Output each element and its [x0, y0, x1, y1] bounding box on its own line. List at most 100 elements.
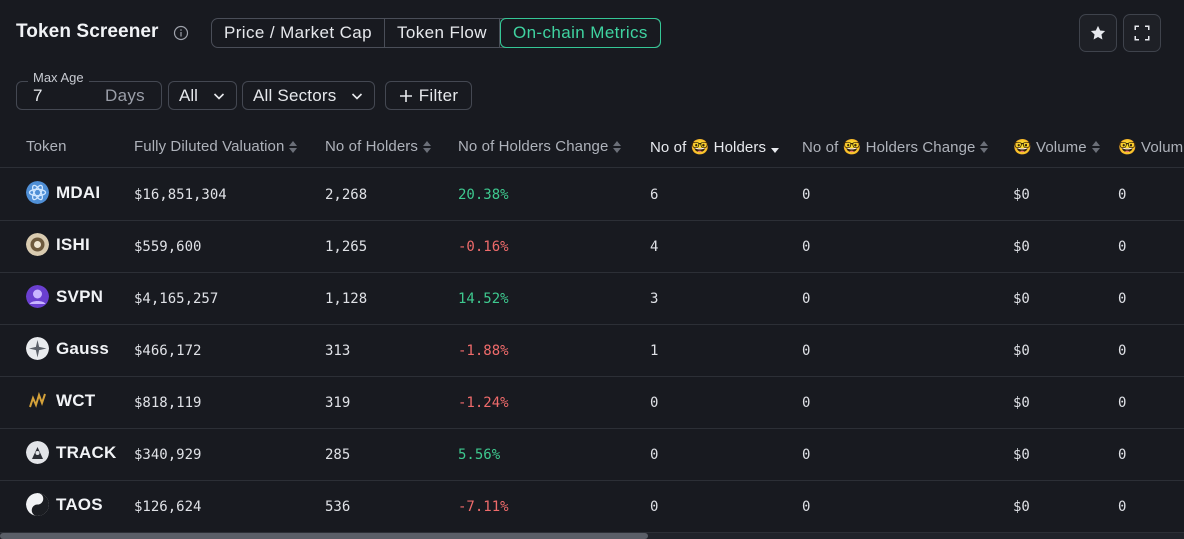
column-smart-holders-change[interactable]: No of 🤓 Holders Change [802, 138, 989, 156]
sort-icon [980, 140, 989, 154]
wct-token-icon [29, 391, 46, 408]
smart-holders-change-cell: 0 [802, 239, 811, 255]
holders-change-cell: -7.11% [458, 499, 509, 515]
table-row[interactable]: ISHI $559,600 1,265 -0.16% 4 0 $0 0 [0, 221, 1184, 273]
smart-holders-change-cell: 0 [802, 447, 811, 463]
holders-change-cell: -0.16% [458, 239, 509, 255]
column-holders[interactable]: No of Holders [325, 138, 432, 155]
sort-icon [423, 140, 432, 154]
filter-button-label: Filter [418, 85, 459, 105]
column-holders-change[interactable]: No of Holders Change [458, 138, 622, 155]
sort-icon [289, 140, 298, 154]
smart-volume-cell: $0 [1013, 239, 1030, 255]
column-fdv[interactable]: Fully Diluted Valuation [134, 138, 298, 155]
table-row[interactable]: MDAI $16,851,304 2,268 20.38% 6 0 $0 0 [0, 169, 1184, 221]
page-title: Token Screener [16, 21, 159, 42]
expand-icon [1134, 25, 1150, 41]
fdv-cell: $16,851,304 [134, 187, 227, 203]
smart-holders-cell: 1 [650, 343, 659, 359]
filter-button[interactable]: Filter [385, 81, 472, 110]
smart-holders-change-cell: 0 [802, 499, 811, 515]
max-age-input[interactable] [16, 81, 162, 110]
smart-holders-change-cell: 0 [802, 291, 811, 307]
favorite-button[interactable] [1079, 14, 1117, 52]
table-row[interactable]: TAOS $126,624 536 -7.11% 0 0 $0 0 [0, 481, 1184, 533]
token-name: WCT [56, 390, 96, 410]
table-row[interactable]: WCT $818,119 319 -1.24% 0 0 $0 0 [0, 377, 1184, 429]
smart-volume-2-cell: 0 [1118, 343, 1127, 359]
sector-select-value: All Sectors [253, 85, 337, 105]
fdv-cell: $126,624 [134, 499, 202, 515]
holders-cell: 285 [325, 447, 351, 463]
holders-cell: 1,265 [325, 239, 368, 255]
smart-holders-cell: 3 [650, 291, 659, 307]
horizontal-scrollbar-thumb[interactable] [0, 533, 648, 539]
token-cell[interactable]: TAOS [26, 493, 103, 516]
fdv-cell: $818,119 [134, 395, 202, 411]
smart-holders-cell: 0 [650, 395, 659, 411]
smart-holders-change-cell: 0 [802, 187, 811, 203]
holders-change-cell: 14.52% [458, 291, 509, 307]
token-cell[interactable]: MDAI [26, 181, 100, 204]
gauss-token-icon [26, 337, 49, 360]
holders-cell: 2,268 [325, 187, 368, 203]
tab-on-chain-metrics[interactable]: On-chain Metrics [499, 18, 661, 48]
table-row[interactable]: SVPN $4,165,257 1,128 14.52% 3 0 $0 0 [0, 273, 1184, 325]
max-age-value[interactable]: 7 [33, 86, 43, 105]
token-cell[interactable]: Gauss [26, 337, 109, 360]
token-cell[interactable]: ISHI [26, 233, 90, 256]
view-tabs: Price / Market Cap Token Flow On-chain M… [211, 18, 661, 48]
token-name: TAOS [56, 494, 103, 514]
holders-change-cell: 5.56% [458, 447, 501, 463]
chain-select[interactable]: All [168, 81, 237, 110]
token-cell[interactable]: WCT [26, 389, 95, 412]
smart-volume-cell: $0 [1013, 395, 1030, 411]
sort-icon [613, 140, 622, 154]
smart-volume-2-cell: 0 [1118, 239, 1127, 255]
smart-volume-cell: $0 [1013, 343, 1030, 359]
smart-holders-cell: 6 [650, 187, 659, 203]
holders-cell: 319 [325, 395, 351, 411]
holders-cell: 1,128 [325, 291, 368, 307]
sort-icon [1091, 140, 1100, 154]
taos-token-icon [26, 493, 49, 516]
token-name: SVPN [56, 286, 104, 306]
ishi-token-icon [26, 233, 49, 256]
token-cell[interactable]: TRACK [26, 441, 117, 464]
max-age-unit: Days [105, 86, 145, 105]
info-icon[interactable] [173, 25, 189, 41]
holders-cell: 536 [325, 499, 351, 515]
smart-holders-cell: 0 [650, 447, 659, 463]
token-name: ISHI [56, 234, 90, 254]
smart-volume-cell: $0 [1013, 499, 1030, 515]
table-header: Token Fully Diluted Valuation No of Hold… [0, 128, 1184, 168]
sector-select[interactable]: All Sectors [242, 81, 375, 110]
smart-volume-cell: $0 [1013, 187, 1030, 203]
svpn-token-icon [26, 285, 49, 308]
fullscreen-button[interactable] [1123, 14, 1161, 52]
token-name: MDAI [56, 182, 101, 202]
column-smart-holders[interactable]: No of 🤓 Holders [650, 138, 780, 156]
smart-holders-change-cell: 0 [802, 343, 811, 359]
sort-desc-icon [771, 140, 780, 154]
holders-change-cell: 20.38% [458, 187, 509, 203]
token-cell[interactable]: SVPN [26, 285, 103, 308]
column-smart-volume-2[interactable]: 🤓 Volum [1118, 139, 1184, 156]
tab-token-flow[interactable]: Token Flow [385, 19, 500, 47]
smart-volume-cell: $0 [1013, 447, 1030, 463]
column-smart-volume[interactable]: 🤓 Volume [1013, 138, 1100, 156]
mdai-token-icon [26, 181, 49, 204]
holders-change-cell: -1.88% [458, 343, 509, 359]
column-token: Token [26, 138, 67, 155]
table-row[interactable]: Gauss $466,172 313 -1.88% 1 0 $0 0 [0, 325, 1184, 377]
smart-volume-cell: $0 [1013, 291, 1030, 307]
track-token-icon [26, 441, 49, 464]
holders-cell: 313 [325, 343, 351, 359]
smart-holders-cell: 4 [650, 239, 659, 255]
star-icon [1090, 25, 1106, 40]
smart-volume-2-cell: 0 [1118, 447, 1127, 463]
tab-price-market-cap[interactable]: Price / Market Cap [212, 19, 385, 47]
max-age-label: Max Age [28, 70, 89, 85]
chain-select-value: All [179, 85, 198, 105]
table-row[interactable]: TRACK $340,929 285 5.56% 0 0 $0 0 [0, 429, 1184, 481]
